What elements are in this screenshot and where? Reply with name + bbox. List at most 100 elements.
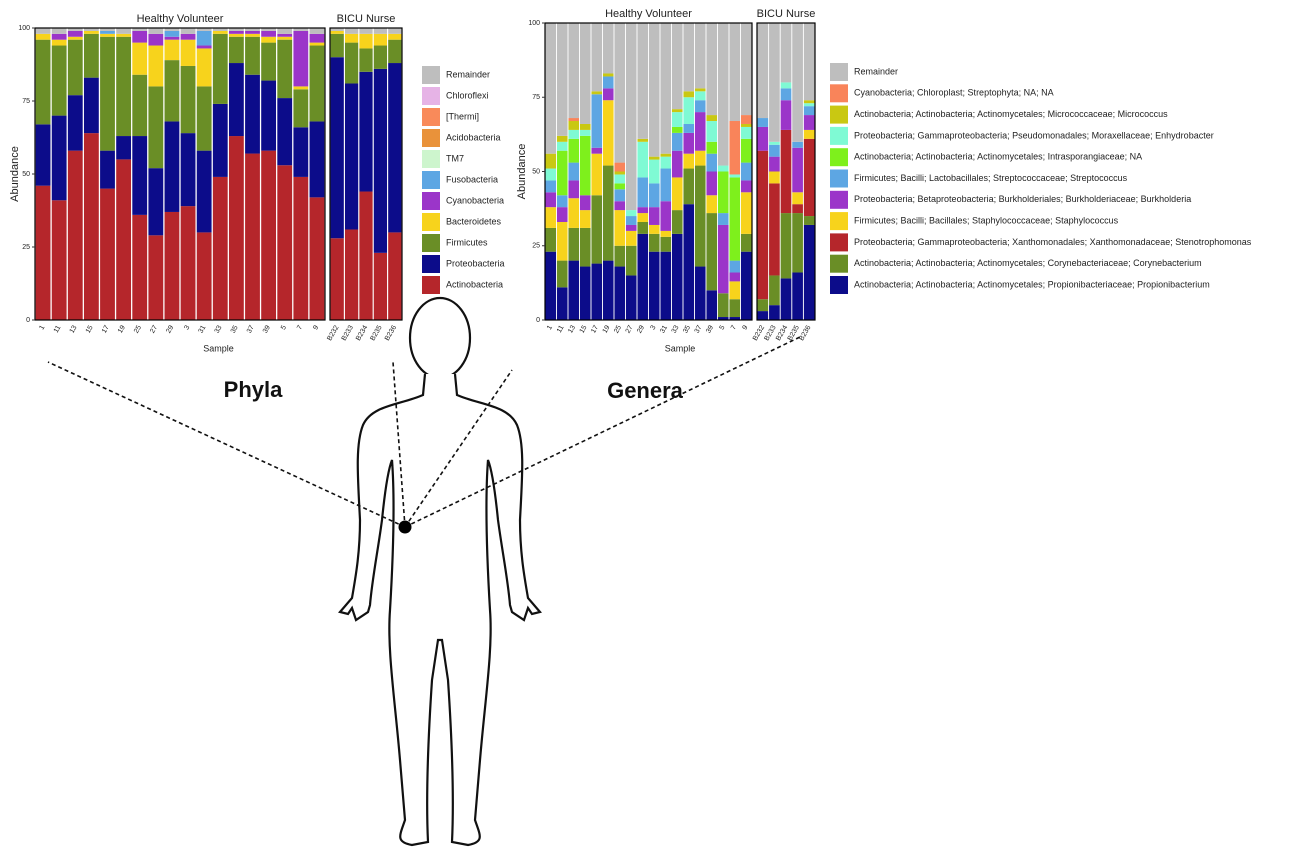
- bar-segment: [780, 100, 792, 130]
- legend-key: [830, 212, 848, 231]
- bar-segment: [545, 168, 557, 181]
- x-tick-label: 31: [659, 324, 669, 334]
- bar-segment: [132, 30, 148, 43]
- x-tick-label: 11: [556, 324, 566, 334]
- x-tick-label: 7: [730, 324, 738, 331]
- bar-segment: [100, 30, 115, 34]
- x-tick-label: 9: [312, 324, 320, 331]
- x-tick-label: 5: [280, 324, 288, 331]
- bar-segment: [579, 266, 591, 320]
- bar-segment: [116, 28, 132, 34]
- bar-segment: [660, 201, 672, 231]
- bar-segment: [591, 153, 603, 196]
- x-tick-label: 15: [85, 324, 95, 334]
- x-tick-label: 39: [262, 324, 272, 334]
- pointer-line: [47, 361, 406, 528]
- bar-segment: [792, 272, 803, 320]
- bar-segment: [671, 23, 683, 110]
- bar-segment: [660, 230, 672, 237]
- bar-segment: [706, 195, 718, 214]
- bar-segment: [717, 213, 729, 225]
- bar-segment: [293, 30, 309, 87]
- bar-segment: [164, 28, 180, 31]
- x-tick-label: 35: [682, 324, 692, 334]
- bar-segment: [196, 28, 212, 31]
- bar-segment: [35, 28, 51, 34]
- bar-segment: [568, 260, 580, 320]
- bar-segment: [740, 180, 752, 193]
- bar-segment: [591, 147, 603, 154]
- y-tick-label: 50: [532, 168, 540, 175]
- bar-segment: [388, 39, 402, 64]
- bar-segment: [660, 156, 672, 169]
- bar-segment: [261, 36, 277, 43]
- legend-label: Proteobacteria; Gammaproteobacteria; Pse…: [854, 130, 1214, 140]
- bar-segment: [740, 123, 752, 127]
- bar-segment: [683, 132, 695, 154]
- x-tick-label: 1: [38, 324, 46, 331]
- bar-segment: [694, 88, 706, 92]
- bar-segment: [602, 100, 614, 166]
- bar-segment: [277, 28, 293, 34]
- bar-segment: [591, 94, 603, 148]
- bar-segment: [545, 207, 557, 228]
- genera-label: Genera: [607, 378, 684, 403]
- bar-segment: [359, 191, 373, 320]
- bar-segment: [625, 230, 637, 246]
- bar-segment: [671, 109, 683, 113]
- bar-segment: [803, 129, 815, 139]
- bar-segment: [740, 192, 752, 234]
- bar-segment: [769, 144, 780, 157]
- x-tick-label: 37: [694, 324, 704, 334]
- bar-segment: [803, 106, 815, 116]
- y-tick-label: 50: [22, 171, 30, 178]
- bar-segment: [83, 133, 99, 320]
- bar-segment: [35, 124, 51, 186]
- bar-segment: [648, 233, 660, 252]
- bar-segment: [780, 88, 792, 101]
- y-tick-label: 0: [536, 317, 540, 324]
- bar-segment: [637, 141, 649, 178]
- x-tick-label: 17: [590, 324, 600, 334]
- bar-segment: [180, 133, 196, 207]
- bar-segment: [614, 245, 626, 267]
- panel-border: [329, 27, 403, 321]
- legend-key: [422, 87, 440, 105]
- x-tick-label: 29: [636, 324, 646, 334]
- bar-segment: [625, 23, 637, 211]
- bar-segment: [545, 23, 557, 154]
- y-tick-label: 100: [528, 20, 540, 27]
- bar-segment: [180, 33, 196, 40]
- legend-key: [422, 255, 440, 273]
- bar-segment: [51, 33, 67, 40]
- bar-segment: [729, 272, 741, 282]
- bar-segment: [694, 23, 706, 89]
- bar-segment: [637, 138, 649, 142]
- bar-segment: [740, 138, 752, 163]
- bar-segment: [228, 30, 244, 34]
- x-axis-title: Sample: [665, 343, 696, 353]
- bar-segment: [729, 317, 741, 320]
- bar-segment: [803, 100, 815, 104]
- bar-segment: [359, 48, 373, 72]
- legend-label: Proteobacteria; Gammaproteobacteria; Xan…: [854, 237, 1252, 247]
- bar-segment: [614, 23, 626, 163]
- bar-segment: [35, 39, 51, 125]
- bar-segment: [717, 317, 729, 320]
- bar-segment: [671, 210, 683, 234]
- bar-segment: [694, 150, 706, 166]
- bar-segment: [212, 176, 228, 320]
- bar-segment: [545, 153, 557, 169]
- bar-segment: [100, 33, 115, 37]
- bar-segment: [614, 162, 626, 172]
- y-axis-title: Abundance: [516, 144, 528, 200]
- bar-segment: [132, 214, 148, 320]
- x-tick-label: 33: [671, 324, 681, 334]
- legend-label: Actinobacteria; Actinobacteria; Actinomy…: [854, 109, 1168, 119]
- sample-site: [398, 520, 412, 534]
- bar-segment: [556, 260, 568, 288]
- bar-segment: [388, 28, 402, 34]
- bar-segment: [780, 129, 792, 214]
- bar-segment: [245, 153, 260, 320]
